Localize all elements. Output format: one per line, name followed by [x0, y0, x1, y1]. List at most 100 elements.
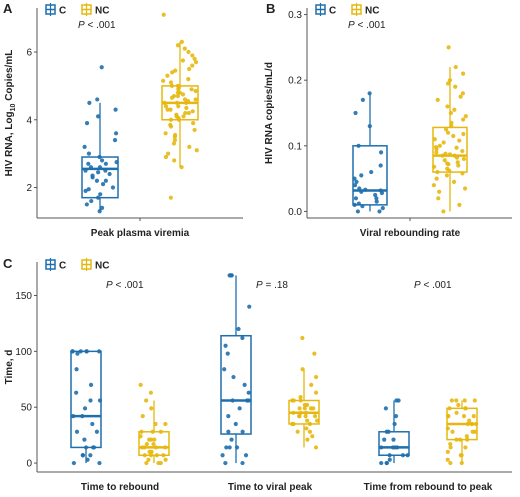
data-point [165, 73, 170, 78]
data-point [445, 426, 450, 431]
data-point [176, 104, 181, 109]
data-point [229, 437, 234, 442]
data-point [168, 107, 173, 112]
data-point [138, 382, 143, 387]
data-point [166, 151, 171, 156]
data-point [186, 110, 191, 116]
data-point [74, 429, 80, 434]
data-point [432, 164, 437, 169]
data-point [352, 183, 358, 188]
data-point [298, 410, 303, 415]
data-point [95, 114, 101, 119]
y-tick-label: 0.0 [288, 207, 302, 218]
data-point [369, 169, 374, 175]
data-point [463, 406, 468, 411]
data-point [352, 176, 357, 181]
data-point [303, 410, 309, 415]
data-point [75, 351, 80, 356]
data-point [84, 121, 90, 126]
data-point [97, 398, 103, 403]
data-point [187, 144, 192, 149]
data-point [223, 343, 228, 348]
data-point [192, 127, 197, 133]
data-point [448, 441, 453, 447]
p-value-annotation: P < .001 [106, 280, 144, 291]
data-point [470, 429, 475, 434]
data-point [234, 445, 240, 450]
data-point [367, 91, 372, 96]
data-point [186, 77, 191, 82]
data-point [447, 78, 453, 83]
x-category-label: Time to rebound [81, 482, 159, 493]
data-point [471, 414, 476, 419]
data-point [152, 437, 157, 442]
y-tick-label: 0.3 [288, 10, 302, 21]
data-point [168, 195, 173, 200]
data-point [82, 406, 88, 411]
y-axis-label: HIV RNA copies/mL/d [264, 62, 275, 164]
p-value-annotation: P < .001 [348, 20, 386, 31]
data-point [172, 158, 177, 163]
data-point [460, 148, 465, 154]
data-point [448, 445, 453, 450]
data-point [100, 182, 106, 187]
data-point [194, 148, 199, 153]
data-point [463, 445, 468, 450]
data-point [226, 429, 231, 434]
data-point [445, 161, 450, 166]
data-point [387, 457, 392, 462]
data-point [300, 335, 305, 341]
y-tick-label: 0.1 [288, 141, 302, 152]
data-point [463, 114, 468, 119]
data-point [434, 150, 439, 155]
data-point [359, 173, 364, 178]
data-point [191, 121, 196, 126]
data-point [380, 206, 385, 211]
data-point [144, 460, 149, 466]
data-point [435, 97, 440, 102]
data-point [461, 156, 466, 162]
y-axis-label: Time, d [4, 350, 15, 385]
data-point [447, 406, 452, 411]
data-point [151, 441, 156, 447]
data-point [110, 185, 116, 190]
data-point [176, 115, 181, 121]
data-point [359, 189, 364, 194]
data-point [187, 66, 192, 72]
data-point [458, 453, 463, 458]
data-point [450, 429, 455, 434]
data-point [168, 80, 174, 85]
data-point [163, 104, 169, 109]
data-point [227, 445, 232, 450]
data-point [88, 453, 93, 458]
data-point [373, 192, 378, 198]
data-point [240, 460, 245, 466]
data-point [144, 398, 149, 403]
data-point [297, 414, 302, 419]
p-value-annotation: P < .001 [78, 20, 116, 31]
y-tick-label: 6 [26, 48, 32, 59]
data-point [97, 209, 102, 214]
x-category-label: Viral rebounding rate [360, 228, 461, 239]
data-point [354, 179, 359, 185]
data-point [449, 124, 454, 129]
data-point [179, 39, 184, 44]
data-point [390, 445, 396, 450]
data-point [312, 414, 318, 419]
data-point [360, 97, 365, 102]
data-point [163, 154, 169, 160]
data-point [313, 445, 319, 450]
y-tick-label: 2 [26, 183, 32, 194]
data-point [291, 398, 296, 403]
data-point [240, 335, 245, 341]
data-point [460, 171, 465, 176]
data-point [405, 453, 410, 458]
panel-letter: C [3, 256, 13, 271]
data-point [290, 421, 295, 427]
data-point [454, 398, 459, 403]
data-point [303, 414, 308, 419]
data-point [462, 398, 467, 403]
data-point [173, 132, 178, 138]
data-point [70, 349, 75, 354]
